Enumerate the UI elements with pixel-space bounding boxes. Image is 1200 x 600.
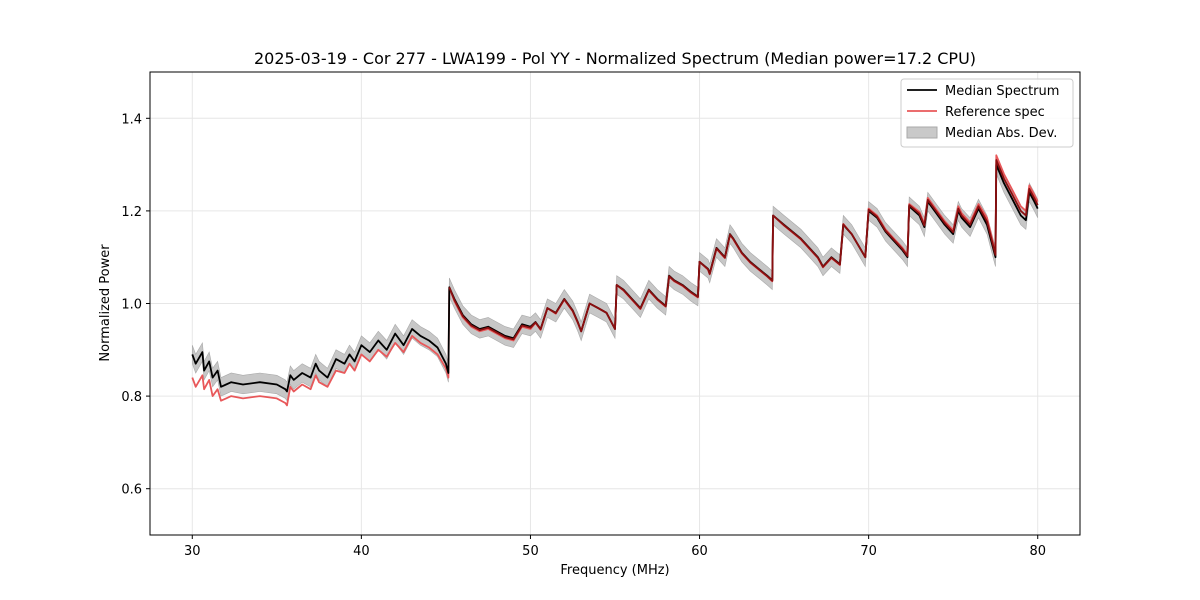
x-tick-label: 30 — [184, 544, 201, 559]
x-axis: 30 40 50 60 70 80 — [184, 535, 1046, 559]
legend-label-mad: Median Abs. Dev. — [945, 126, 1057, 141]
legend-swatch-mad — [906, 126, 938, 139]
legend-label-reference: Reference spec — [945, 105, 1045, 120]
y-tick-label: 1.0 — [121, 298, 142, 313]
legend-label-median: Median Spectrum — [945, 84, 1059, 99]
band-layer — [192, 155, 1038, 402]
y-tick-label: 1.4 — [121, 112, 142, 127]
x-axis-label: Frequency (MHz) — [560, 563, 669, 578]
y-tick-label: 0.6 — [121, 483, 142, 498]
x-tick-label: 60 — [691, 544, 708, 559]
mad-band — [192, 155, 1038, 402]
legend: Median Spectrum Reference spec Median Ab… — [900, 78, 1074, 148]
y-tick-label: 1.2 — [121, 205, 142, 220]
chart-title: 2025-03-19 - Cor 277 - LWA199 - Pol YY -… — [254, 49, 976, 68]
y-axis-label: Normalized Power — [98, 244, 113, 362]
series-line-overlap — [448, 159, 1039, 341]
series-layer — [191, 154, 1039, 407]
y-tick-label: 0.8 — [121, 390, 142, 405]
legend-box — [900, 78, 1074, 148]
y-axis: 0.6 0.8 1.0 1.2 1.4 — [121, 112, 150, 498]
x-tick-label: 80 — [1029, 544, 1046, 559]
x-tick-label: 40 — [353, 544, 370, 559]
x-tick-label: 70 — [860, 544, 877, 559]
x-tick-label: 50 — [522, 544, 539, 559]
